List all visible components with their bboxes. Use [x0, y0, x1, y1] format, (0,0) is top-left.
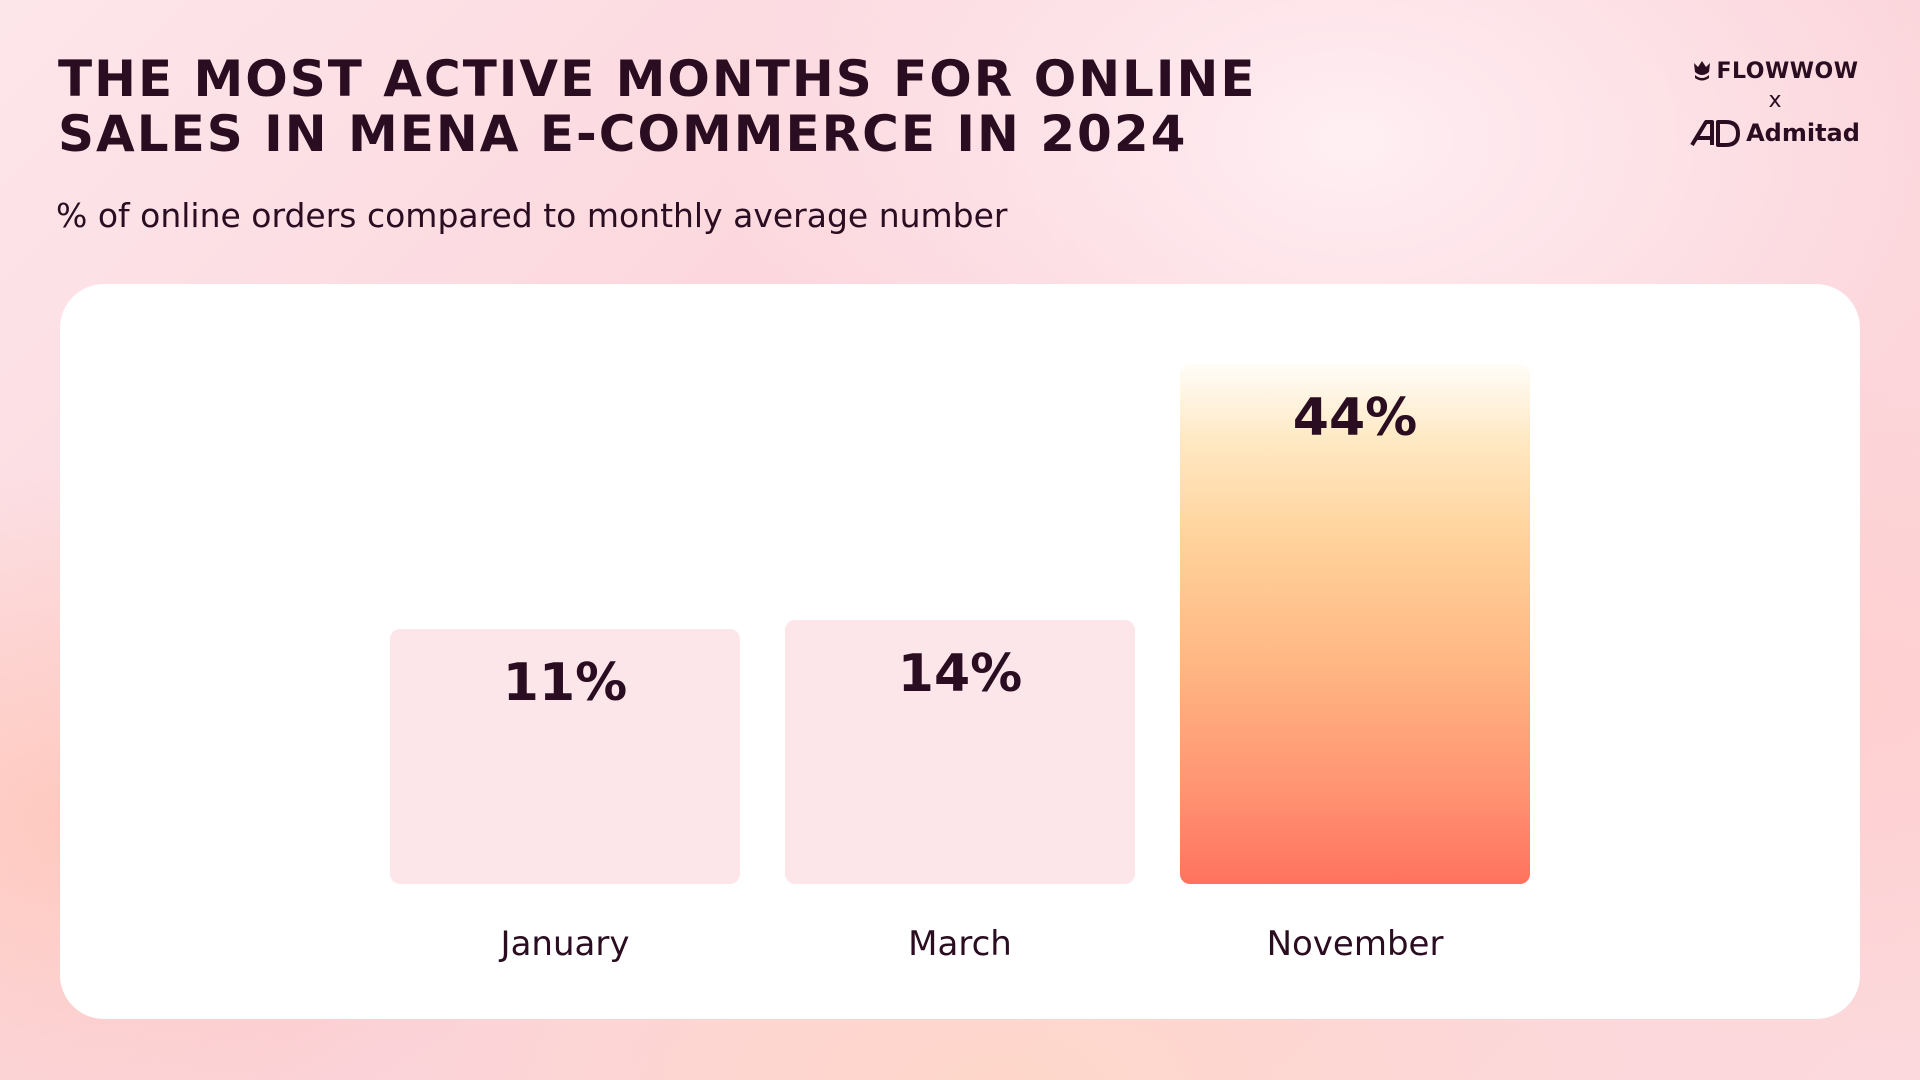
category-label: March [908, 924, 1012, 964]
bar-value-label: 14% [897, 644, 1023, 704]
bar-november: 44% [1180, 364, 1530, 884]
page-title: THE MOST ACTIVE MONTHS FOR ONLINE SALES … [58, 52, 1358, 162]
admitad-logo: Admitad [1690, 116, 1860, 150]
logo-separator: x [1768, 88, 1782, 113]
tulip-icon [1693, 61, 1710, 81]
category-label: November [1266, 924, 1444, 964]
title-line-1: THE MOST ACTIVE MONTHS FOR ONLINE [58, 50, 1257, 108]
bar-value-label: 11% [502, 653, 628, 713]
partner-logos: FLOWWOW x Admitad [1690, 56, 1860, 150]
admitad-ad-icon [1690, 120, 1741, 147]
bar-january: 11% [390, 629, 740, 884]
bar-march: 14% [785, 620, 1135, 884]
title-line-2: SALES IN MENA E-COMMERCE IN 2024 [58, 105, 1188, 163]
chart-subtitle: % of online orders compared to monthly a… [56, 196, 1008, 235]
flowwow-wordmark: FLOWWOW [1716, 58, 1859, 84]
flowwow-logo: FLOWWOW [1690, 56, 1860, 86]
chart-card: 11% January 14% March 44% November [60, 284, 1860, 1019]
category-label: January [500, 924, 630, 964]
bar-value-label: 44% [1292, 388, 1418, 448]
admitad-wordmark: Admitad [1746, 119, 1860, 147]
